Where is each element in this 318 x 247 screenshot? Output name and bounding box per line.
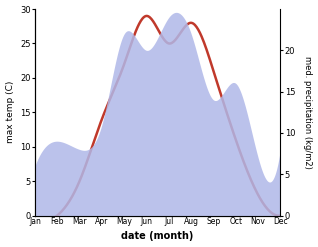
Y-axis label: max temp (C): max temp (C) bbox=[5, 81, 15, 144]
Y-axis label: med. precipitation (kg/m2): med. precipitation (kg/m2) bbox=[303, 56, 313, 169]
X-axis label: date (month): date (month) bbox=[121, 231, 194, 242]
